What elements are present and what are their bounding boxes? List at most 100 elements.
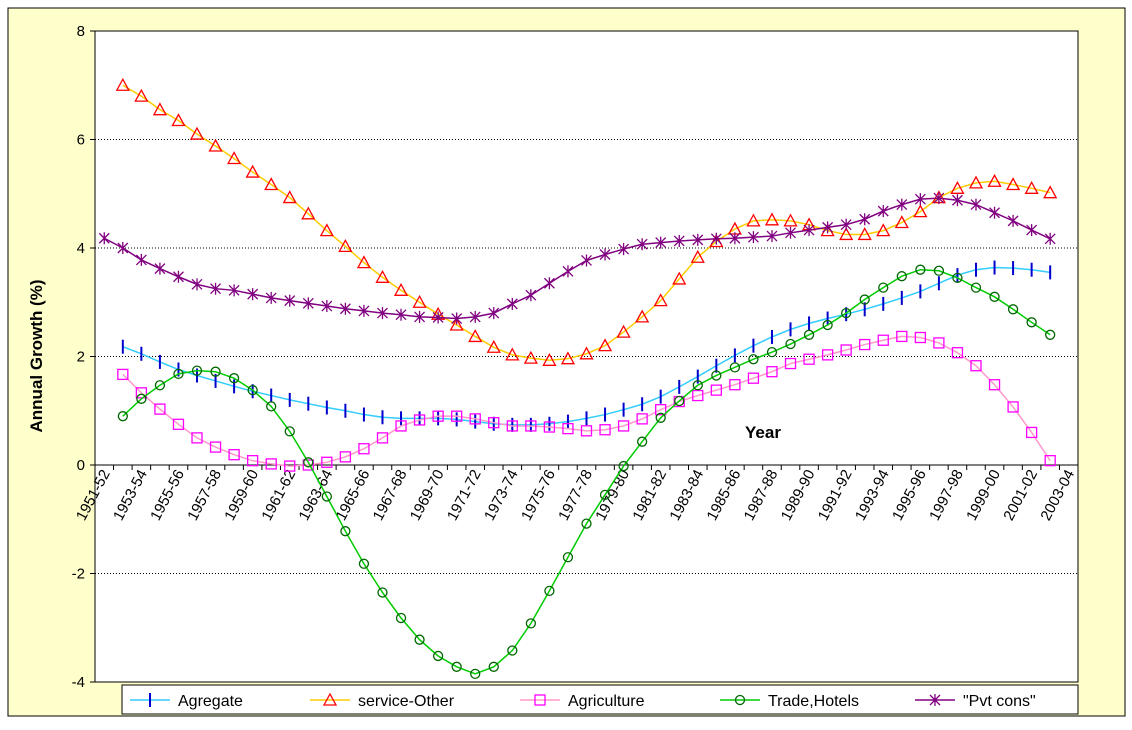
marker — [635, 309, 650, 323]
marker — [395, 420, 407, 432]
marker — [562, 265, 574, 278]
legend-label: service-Other — [358, 693, 455, 710]
marker — [968, 175, 984, 189]
marker — [690, 249, 705, 263]
marker — [377, 587, 388, 598]
marker — [989, 291, 1000, 302]
marker — [929, 694, 941, 706]
marker — [839, 227, 854, 241]
marker — [191, 278, 203, 291]
marker — [766, 230, 778, 243]
marker — [432, 410, 444, 422]
marker — [636, 413, 648, 425]
marker — [376, 432, 389, 444]
marker — [560, 351, 576, 365]
marker — [302, 297, 314, 310]
marker — [840, 218, 852, 231]
legend-label: Agregate — [178, 693, 243, 710]
marker — [729, 232, 741, 245]
marker — [599, 489, 611, 500]
marker — [597, 338, 613, 352]
marker — [506, 297, 518, 310]
marker — [747, 231, 759, 244]
marker — [265, 458, 277, 470]
y-tick-label: 0 — [77, 457, 85, 474]
marker — [1025, 426, 1038, 439]
marker — [209, 441, 222, 453]
marker — [710, 232, 722, 245]
marker — [227, 151, 242, 165]
marker — [154, 380, 166, 391]
marker — [247, 384, 258, 396]
marker — [505, 347, 520, 361]
marker — [152, 102, 168, 116]
marker — [859, 294, 870, 305]
marker — [282, 190, 297, 204]
marker — [117, 242, 129, 254]
marker — [970, 282, 982, 293]
marker — [191, 365, 203, 376]
marker — [488, 307, 500, 320]
y-tick-label: 6 — [77, 132, 85, 149]
marker — [319, 223, 334, 237]
marker — [636, 238, 648, 251]
marker — [803, 329, 815, 340]
legend-items: Agregate service-Other Agriculture Trade,Ho… — [130, 692, 1036, 710]
marker — [135, 253, 147, 266]
marker — [672, 271, 687, 285]
marker — [523, 350, 538, 364]
marker — [340, 526, 351, 537]
marker — [395, 308, 407, 321]
marker — [785, 338, 796, 350]
marker — [1043, 185, 1058, 199]
marker — [506, 420, 518, 432]
marker — [1007, 214, 1019, 227]
marker — [970, 360, 982, 372]
marker — [413, 414, 426, 426]
marker — [933, 265, 945, 276]
marker — [393, 282, 409, 296]
marker — [933, 337, 945, 349]
marker — [987, 173, 1002, 187]
marker — [618, 460, 629, 472]
marker — [933, 192, 945, 205]
marker — [432, 650, 444, 662]
marker — [1026, 224, 1038, 237]
marker — [358, 304, 370, 317]
marker — [951, 347, 964, 359]
marker — [1044, 455, 1056, 467]
marker — [247, 455, 259, 467]
marker — [951, 194, 963, 207]
marker — [822, 319, 833, 331]
marker — [859, 213, 871, 226]
marker — [803, 224, 815, 237]
marker — [339, 302, 351, 315]
marker — [525, 420, 537, 432]
marker — [451, 312, 463, 325]
marker — [134, 88, 149, 102]
marker — [208, 138, 223, 152]
marker — [692, 389, 704, 402]
marker — [264, 177, 279, 191]
legend-label: "Pvt cons" — [963, 693, 1036, 710]
marker — [877, 205, 889, 218]
y-tick-label: 2 — [77, 349, 85, 366]
marker — [247, 288, 259, 301]
marker — [358, 443, 370, 455]
marker — [173, 368, 184, 380]
marker — [377, 307, 388, 320]
marker — [655, 404, 667, 416]
marker — [748, 354, 759, 365]
series-line — [122, 268, 1051, 675]
marker — [673, 234, 685, 247]
marker — [284, 426, 295, 437]
marker — [375, 269, 390, 283]
marker — [746, 213, 761, 227]
marker — [989, 206, 1000, 219]
marker — [876, 223, 891, 237]
marker — [894, 215, 909, 229]
marker — [266, 401, 277, 412]
marker — [395, 612, 407, 624]
marker — [841, 307, 852, 319]
